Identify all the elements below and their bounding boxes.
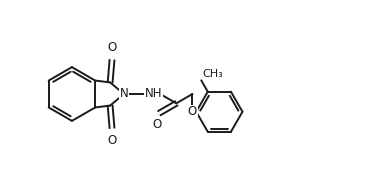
Text: N: N xyxy=(119,87,128,101)
Text: O: O xyxy=(107,41,117,55)
Text: NH: NH xyxy=(145,87,163,101)
Text: O: O xyxy=(152,118,162,131)
Text: O: O xyxy=(107,133,117,147)
Text: CH₃: CH₃ xyxy=(202,69,223,79)
Text: O: O xyxy=(188,105,197,118)
